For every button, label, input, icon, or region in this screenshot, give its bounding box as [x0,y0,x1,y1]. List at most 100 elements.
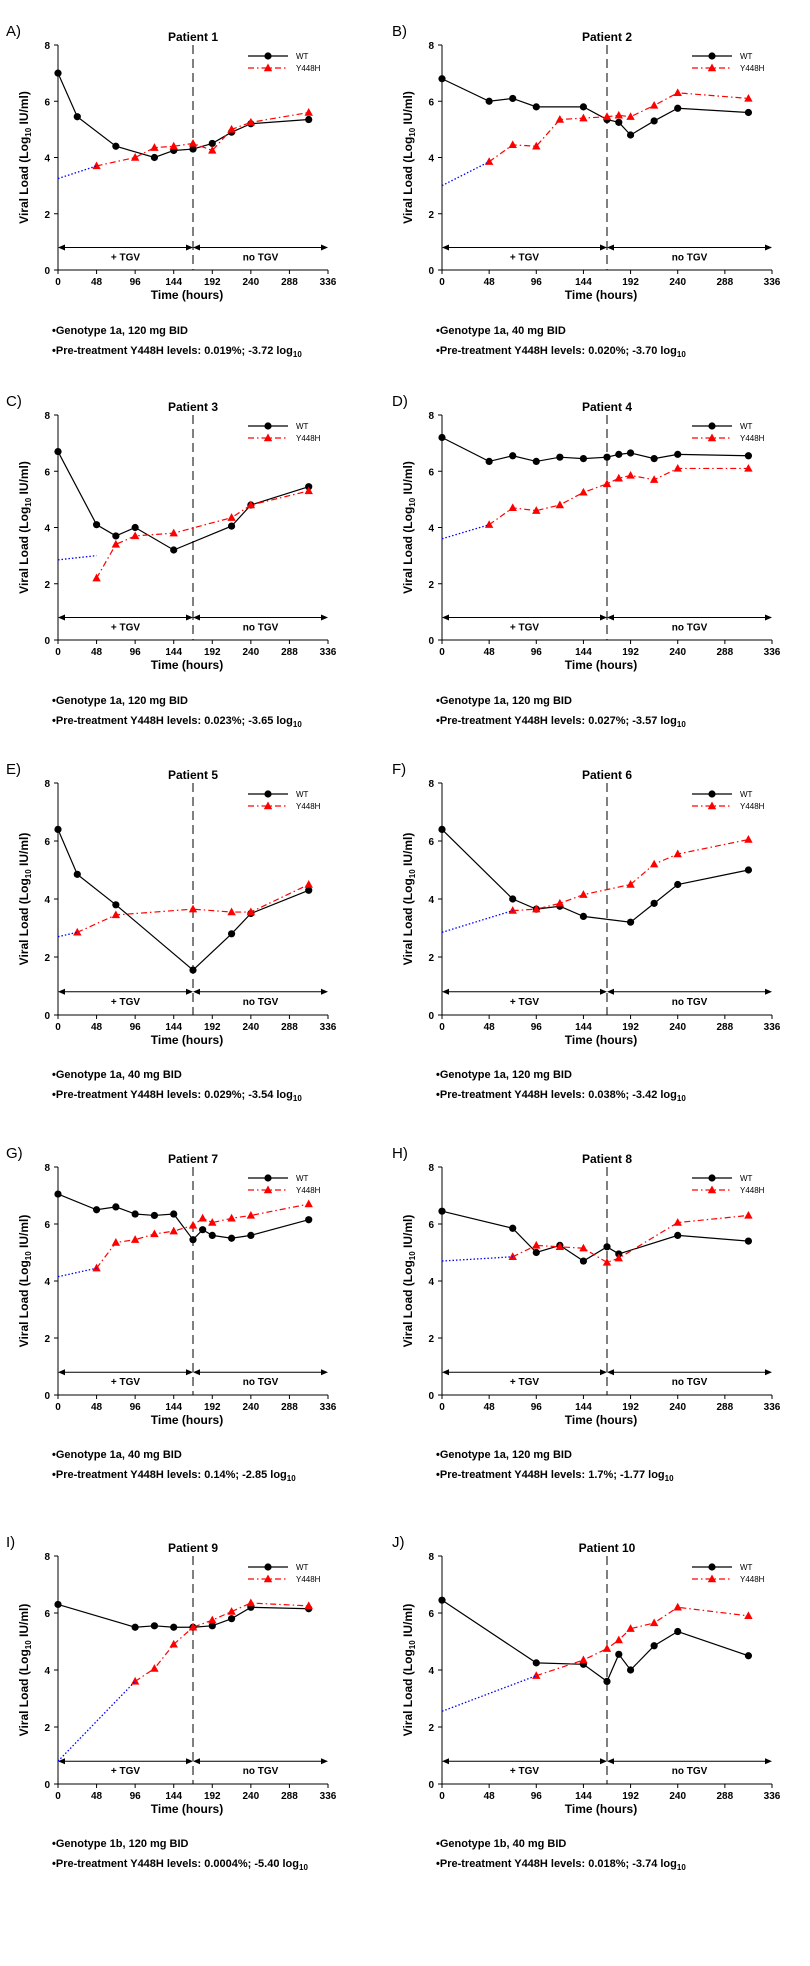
wt-data-point [556,453,564,461]
pretreatment-caption: •Pre-treatment Y448H levels: 0.020%; -3.… [436,345,686,359]
x-axis-label: Time (hours) [151,1413,223,1427]
y448h-data-point [304,486,313,495]
y448h-data-point [130,1235,140,1243]
x-axis-label: Time (hours) [565,288,637,302]
panel-9: I) Patient 9 0 48 96 144 192 240 288 336 0 2 4 6 8 Time… [6,1534,337,1872]
x-tick-label: 144 [575,647,592,658]
y448h-series-line [488,92,749,163]
y-tick-label: 6 [428,1220,434,1231]
wt-data-point [54,1190,62,1198]
y448h-data-point [92,1263,101,1272]
pretreatment-caption-subscript: 10 [299,1863,308,1872]
x-axis-label: Time (hours) [151,288,223,302]
y448h-data-point [744,1611,753,1620]
x-tick-label: 192 [622,277,639,288]
x-tick-label: 336 [320,1402,337,1413]
panel-letter: B) [392,23,407,40]
pretreatment-caption: •Pre-treatment Y448H levels: 0.029%; -3.… [52,1089,302,1103]
x-tick-label: 0 [55,1022,61,1033]
y-axis-label-part: IU/ml) [401,1604,415,1641]
y-tick-label: 6 [428,837,434,848]
x-tick-label: 144 [575,1022,592,1033]
y-axis-label-part: IU/ml) [17,1604,31,1641]
x-tick-label: 240 [669,647,686,658]
y-axis-label-part: Viral Load (Log [401,137,415,224]
wt-data-point [305,886,313,894]
genotype-caption: •Genotype 1b, 40 mg BID [436,1838,566,1850]
y-tick-label: 0 [428,636,434,647]
panel-letter: G) [6,1145,23,1162]
pretreatment-caption-text: •Pre-treatment Y448H levels: 0.018%; -3.… [436,1858,677,1870]
arrow-head [600,244,607,251]
arrow-head [600,614,607,621]
y448h-data-point [602,1644,612,1652]
on-treatment-label: + TGV [111,997,141,1008]
wt-data-point [579,103,588,111]
legend-y448h-label: Y448H [296,434,321,443]
y-tick-label: 8 [428,779,434,790]
wt-data-point [438,1207,446,1215]
wt-data-point [54,447,62,456]
x-tick-label: 288 [281,277,298,288]
x-tick-label: 192 [622,1791,639,1802]
wt-data-point [305,1216,313,1224]
x-tick-label: 192 [204,1022,221,1033]
legend-y448h-marker [707,801,717,810]
y448h-data-point [150,143,159,151]
wt-series-line [57,829,309,971]
y448h-data-point [555,1242,565,1250]
y448h-extrapolation-line [57,165,97,180]
y448h-data-point [532,506,541,514]
x-tick-label: 336 [320,647,337,658]
arrow-head [607,988,614,995]
x-tick-label: 192 [204,277,221,288]
x-tick-label: 288 [717,1022,734,1033]
y-tick-label: 0 [44,636,50,647]
on-treatment-label: + TGV [111,1377,141,1388]
off-treatment-label: no TGV [243,997,279,1008]
y-tick-label: 6 [428,467,434,478]
x-tick-label: 96 [130,1791,142,1802]
y-axis-label: Viral Load (Log10 IU/ml) [401,91,417,224]
arrow-head [607,1369,614,1376]
panel-letter: H) [392,1145,408,1162]
y448h-data-point [130,531,140,540]
wt-data-point [54,825,62,834]
wt-data-point [744,1652,753,1660]
legend-y448h-marker [707,63,717,72]
y448h-data-point [227,513,236,521]
wt-data-point [603,453,611,461]
x-tick-label: 144 [575,1791,592,1802]
legend-y448h-label: Y448H [740,802,765,811]
arrow-head [321,614,328,621]
wt-data-point [150,153,159,162]
y448h-data-point [673,463,682,472]
pretreatment-caption-text: •Pre-treatment Y448H levels: 0.038%; -3.… [436,1089,677,1101]
arrow-head [58,1369,65,1376]
pretreatment-caption-text: •Pre-treatment Y448H levels: 0.027%; -3.… [436,715,677,727]
legend-wt-marker [264,1174,272,1182]
legend-y448h-marker [707,433,717,442]
y-axis-label-subscript: 10 [24,127,33,136]
wt-series-line [57,72,309,159]
arrow-head [765,614,772,621]
y-axis-label-part: IU/ml) [401,833,415,870]
y-tick-label: 6 [44,837,50,848]
y448h-data-point [169,1639,178,1648]
wt-series-line [441,828,749,923]
y-axis-label: Viral Load (Log10 IU/ml) [17,1215,33,1348]
x-tick-label: 144 [165,1022,182,1033]
y448h-series-line [96,490,309,579]
panel-letter: J) [392,1534,405,1551]
x-tick-label: 96 [531,647,543,658]
wt-data-point [199,1226,207,1234]
wt-data-point [615,450,623,458]
wt-data-point [131,1623,139,1631]
arrow-head [321,244,328,251]
y448h-series-line [77,883,309,933]
panel-letter: F) [392,761,406,778]
y448h-data-point [602,479,612,488]
y448h-data-point [188,904,198,913]
x-tick-label: 48 [484,1402,496,1413]
pretreatment-caption-subscript: 10 [293,720,302,729]
